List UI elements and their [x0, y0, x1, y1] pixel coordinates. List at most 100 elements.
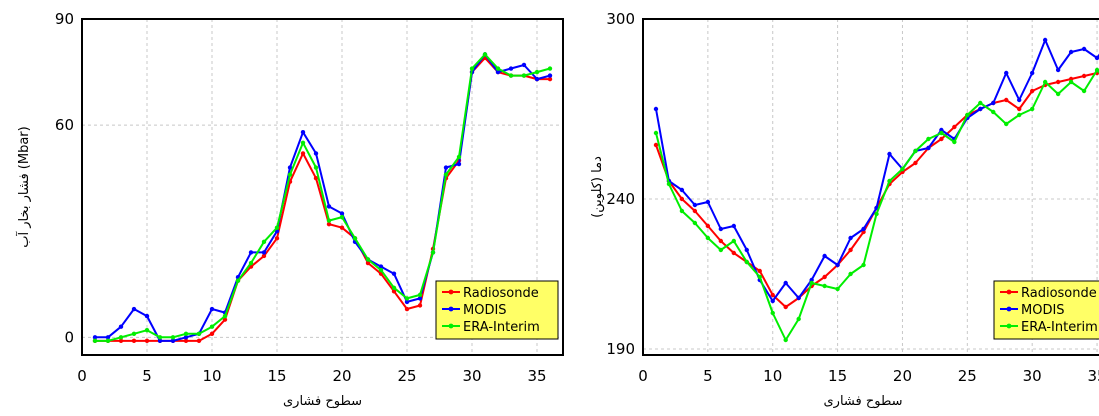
data-point-radiosonde [1004, 97, 1009, 103]
data-point-radiosonde [757, 268, 762, 274]
legend-label: MODIS [1021, 303, 1065, 318]
data-point-radiosonde [705, 223, 711, 229]
data-point-era-interim [835, 286, 840, 292]
x-tick-label: 30 [1023, 367, 1042, 385]
data-point-era-interim [978, 100, 983, 106]
x-tick-label: 25 [397, 367, 416, 385]
data-point-era-interim [300, 140, 306, 145]
legend: Radiosonde MODIS ERA-Interim [993, 280, 1099, 340]
data-point-radiosonde [131, 338, 137, 344]
data-point-radiosonde [822, 274, 827, 280]
data-point-radiosonde [939, 136, 944, 142]
data-point-modis [417, 296, 423, 301]
data-point-era-interim [1094, 67, 1099, 73]
data-point-modis [848, 235, 853, 241]
data-point-era-interim [952, 139, 957, 145]
data-point-radiosonde [718, 238, 724, 244]
y-tick-label: 190 [606, 340, 635, 358]
legend-swatch-marker [1006, 306, 1012, 312]
data-point-era-interim [705, 235, 711, 241]
data-point-radiosonde [848, 247, 853, 253]
data-point-radiosonde [1055, 79, 1061, 85]
chart-panel-2: 0 5 10 15 20 25 30 35 190 240 300 سطوح فشاری دما (کل… [590, 10, 1099, 409]
data-point-modis [1017, 97, 1022, 103]
data-point-modis [339, 211, 345, 216]
data-point-radiosonde [300, 151, 306, 156]
data-point-era-interim [1081, 88, 1087, 94]
data-point-modis [692, 202, 698, 208]
legend-label: Radiosonde [463, 286, 539, 301]
data-point-era-interim [991, 109, 996, 115]
data-point-radiosonde [222, 317, 228, 322]
data-point-era-interim [92, 338, 98, 344]
data-point-modis [300, 129, 306, 135]
data-point-radiosonde [692, 208, 698, 214]
data-point-era-interim [430, 250, 436, 255]
data-point-radiosonde [196, 338, 202, 344]
y-tick-label: 60 [55, 116, 74, 134]
data-point-modis [1042, 37, 1048, 43]
data-point-modis [1029, 70, 1035, 76]
data-point-era-interim [391, 285, 397, 290]
data-point-era-interim [744, 259, 749, 265]
data-point-modis [105, 335, 111, 340]
data-point-modis [261, 250, 267, 255]
y-tick-label: 240 [606, 190, 635, 208]
data-point-era-interim [469, 66, 475, 71]
data-point-era-interim [1042, 79, 1048, 85]
data-point-era-interim [1017, 112, 1022, 118]
x-tick-label: 20 [332, 367, 351, 385]
data-point-era-interim [495, 66, 501, 71]
data-point-modis [183, 335, 189, 340]
data-point-radiosonde [679, 196, 685, 202]
data-point-radiosonde [313, 175, 319, 181]
data-point-era-interim [105, 338, 111, 344]
legend-label: MODIS [463, 303, 507, 318]
data-point-radiosonde [417, 303, 423, 308]
y-axis-label: فشار بخار آب (Mbar) [15, 126, 32, 247]
x-tick-label: 15 [828, 367, 847, 385]
data-point-modis [887, 151, 892, 157]
plot-frame [81, 18, 564, 356]
data-point-era-interim [822, 283, 827, 289]
data-point-radiosonde [913, 160, 918, 166]
legend-swatch-marker [448, 289, 454, 295]
data-point-radiosonde [783, 304, 788, 310]
data-point-era-interim [118, 335, 124, 340]
legend-swatch-marker [1006, 323, 1012, 329]
data-point-era-interim [508, 73, 514, 78]
data-point-modis [1055, 67, 1061, 73]
x-tick-label: 10 [202, 367, 221, 385]
data-point-radiosonde [118, 338, 124, 344]
data-point-modis [796, 295, 801, 301]
data-point-modis [1004, 70, 1009, 76]
data-point-radiosonde [339, 225, 345, 230]
data-point-era-interim [326, 218, 332, 223]
data-point-modis [534, 76, 540, 82]
data-point-era-interim [796, 316, 801, 322]
data-point-radiosonde [1017, 106, 1022, 112]
data-point-modis [731, 223, 737, 229]
data-point-modis [443, 165, 449, 170]
y-axis-label: دما (کلوین) [590, 156, 605, 218]
data-point-radiosonde [547, 76, 553, 82]
x-axis-label: سطوح فشاری [823, 394, 902, 409]
data-point-era-interim [313, 165, 319, 170]
data-point-modis [978, 106, 983, 112]
data-point-radiosonde [209, 331, 215, 336]
data-point-radiosonde [1029, 88, 1035, 94]
data-point-era-interim [339, 214, 345, 220]
data-point-radiosonde [261, 253, 267, 259]
data-point-modis [378, 264, 384, 269]
data-point-era-interim [404, 296, 410, 301]
data-point-modis [209, 306, 215, 312]
x-axis-label: سطوح فشاری [283, 394, 362, 409]
data-point-era-interim [913, 148, 918, 154]
data-point-era-interim [926, 136, 931, 142]
data-point-era-interim [783, 337, 788, 343]
legend: Radiosonde MODIS ERA-Interim [435, 280, 559, 340]
data-point-modis [653, 106, 659, 112]
data-point-era-interim [443, 172, 449, 177]
data-point-era-interim [757, 274, 762, 280]
